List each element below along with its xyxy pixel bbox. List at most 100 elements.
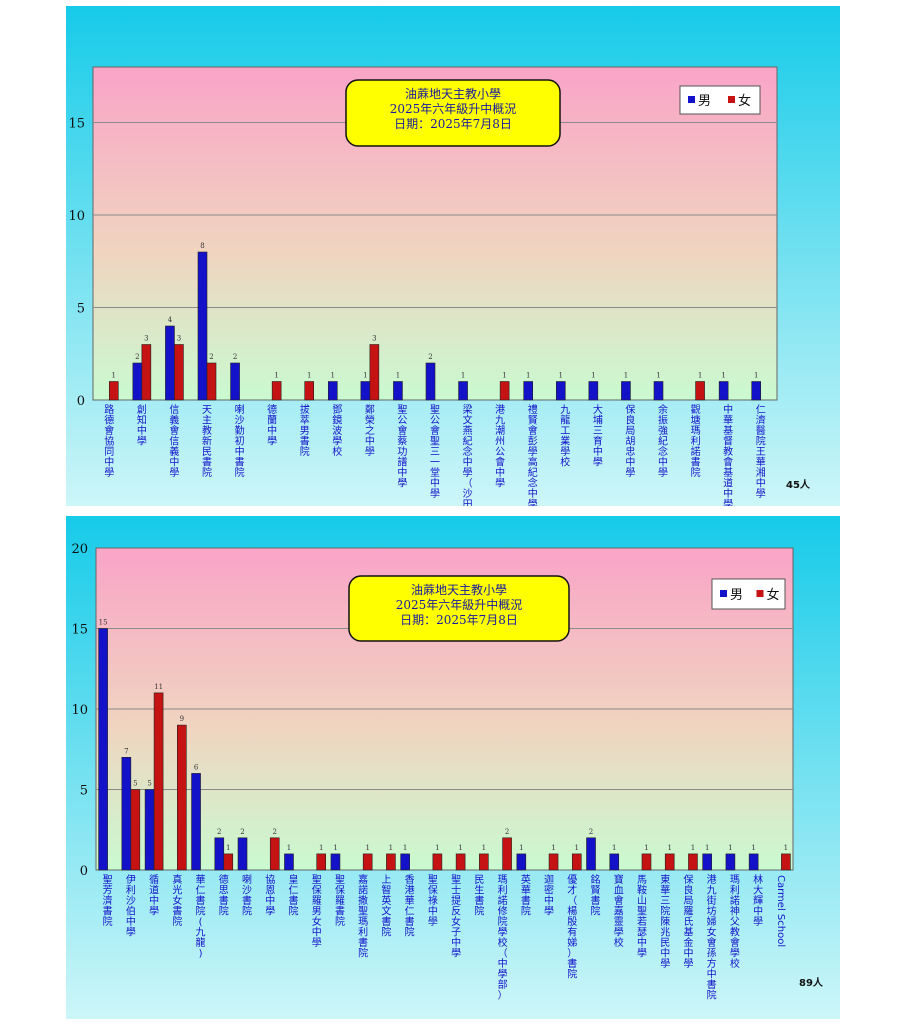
data-label: 2: [428, 353, 432, 361]
legend-label: 男: [730, 588, 743, 603]
female-bar: [223, 853, 234, 871]
category-label: 循道中學: [149, 873, 159, 918]
category-label: 保良局胡忠中學: [625, 403, 635, 479]
data-label: 1: [435, 844, 439, 852]
male-bar: [588, 381, 599, 401]
data-label: 1: [461, 372, 465, 380]
bar-chart-2: 0510152015聖芳濟書院75伊利沙伯中學511循道中學9真光女書院6華仁書…: [66, 516, 840, 1019]
male-bar: [609, 853, 620, 871]
category-label: 聖芳濟書院: [103, 874, 113, 928]
male-bar: [425, 362, 436, 401]
female-bar: [130, 789, 141, 871]
female-bar: [386, 853, 396, 871]
legend-swatch: [756, 590, 764, 597]
female-bar: [695, 381, 705, 401]
female-bar: [271, 381, 282, 401]
data-label: 1: [519, 844, 523, 852]
category-label: 東華三院陳兆民中學: [660, 873, 670, 970]
male-bar: [751, 381, 762, 401]
category-label: 迦密中學: [544, 874, 554, 918]
legend-label: 男: [698, 94, 711, 109]
category-label: 聖保羅書院: [335, 874, 345, 928]
male-bar: [653, 381, 664, 401]
category-label: 港九潮州公會中學: [495, 404, 505, 490]
male-bar: [98, 628, 108, 871]
data-label: 2: [233, 353, 237, 361]
male-bar: [327, 381, 338, 401]
data-label: 2: [273, 828, 277, 836]
data-label: 1: [226, 844, 230, 852]
category-label: 九龍工業學校: [560, 404, 570, 469]
female-bar: [177, 724, 187, 871]
legend-swatch: [720, 590, 727, 597]
data-label: 1: [667, 844, 671, 852]
male-bar: [718, 381, 729, 401]
y-tick-label: 10: [71, 703, 88, 718]
male-bar: [555, 381, 566, 401]
category-label: 香港華仁書院: [405, 874, 415, 939]
data-label: 1: [705, 844, 709, 852]
category-label: 瑪利諾神父教會學校: [730, 874, 740, 970]
legend-label: 女: [738, 93, 751, 109]
category-label: 德蘭中學: [267, 403, 277, 448]
data-label: 1: [721, 372, 725, 380]
female-bar: [455, 853, 466, 871]
total-label: 45人: [786, 478, 811, 491]
category-label: 上智英文書院: [381, 874, 391, 939]
data-label: 1: [307, 372, 311, 380]
chart-title: 油蔴地天主教小學 2025年六年級升中概況日期：2025年7月8日: [396, 582, 523, 627]
category-label: 天主教新民書院: [202, 405, 212, 479]
category-label: 英華書院: [521, 873, 531, 918]
data-label: 1: [502, 372, 506, 380]
male-bar: [237, 837, 248, 871]
female-bar: [304, 381, 315, 401]
male-bar: [748, 853, 759, 871]
data-label: 3: [372, 335, 376, 343]
male-bar: [621, 381, 631, 401]
data-label: 2: [505, 828, 509, 836]
category-label: 保良局羅氏基金中學: [683, 873, 693, 970]
male-bar: [132, 362, 143, 401]
chart-panel-2: 0 5 10 15 20 15 聖芳濟書院 7 5 伊利沙伯中學 5 11 循道中學 9 真光女書院 6 華仁書…: [66, 516, 840, 1019]
category-label: 馬鞍山聖若瑟中學: [637, 874, 647, 960]
female-bar: [269, 837, 280, 871]
data-label: 6: [194, 763, 199, 771]
male-bar: [360, 381, 371, 401]
category-label: 大埔三育中學: [593, 403, 603, 469]
female-bar: [369, 344, 380, 401]
category-label: 嘉諾撒聖瑪利書院: [358, 873, 368, 960]
data-label: 2: [589, 828, 593, 836]
female-bar: [174, 344, 184, 401]
data-label: 1: [331, 372, 335, 380]
male-bar: [458, 381, 468, 401]
female-bar: [108, 381, 119, 401]
female-bar: [153, 692, 164, 871]
y-tick-label: 5: [80, 784, 88, 799]
data-label: 1: [319, 844, 323, 852]
y-tick-label: 0: [77, 394, 85, 409]
category-label: 聖士提反女子中學: [451, 874, 461, 960]
data-label: 2: [240, 828, 244, 836]
category-label: 皇仁書院: [288, 873, 298, 918]
data-label: 1: [333, 844, 337, 852]
data-label: 2: [217, 828, 221, 836]
legend-label: 女: [767, 587, 780, 603]
female-bar: [688, 853, 698, 871]
y-tick-label: 5: [77, 302, 85, 317]
male-bar: [523, 381, 534, 401]
category-label: 鄧鏡波學校: [332, 404, 342, 458]
title-box: [348, 575, 570, 642]
category-label: Carmel School: [775, 875, 786, 947]
male-bar: [516, 853, 527, 871]
male-bar: [725, 853, 736, 871]
data-label: 4: [168, 316, 173, 324]
female-bar: [432, 853, 443, 871]
data-label: 9: [180, 715, 184, 723]
category-label: 伊利沙伯中學: [126, 874, 136, 939]
data-label: 1: [458, 844, 462, 852]
bar-chart-1: 0 5 10 15 1 路德會協同中學 2 3 創知中學 4 3 信義會信義中學 8 2 天主教新民書院 2 喇…: [66, 6, 840, 506]
female-bar: [664, 853, 675, 871]
category-label: 華仁書院(九龍): [196, 874, 206, 960]
category-label: 梁文燕紀念中學（沙田）: [463, 403, 473, 506]
male-bar: [197, 251, 208, 401]
